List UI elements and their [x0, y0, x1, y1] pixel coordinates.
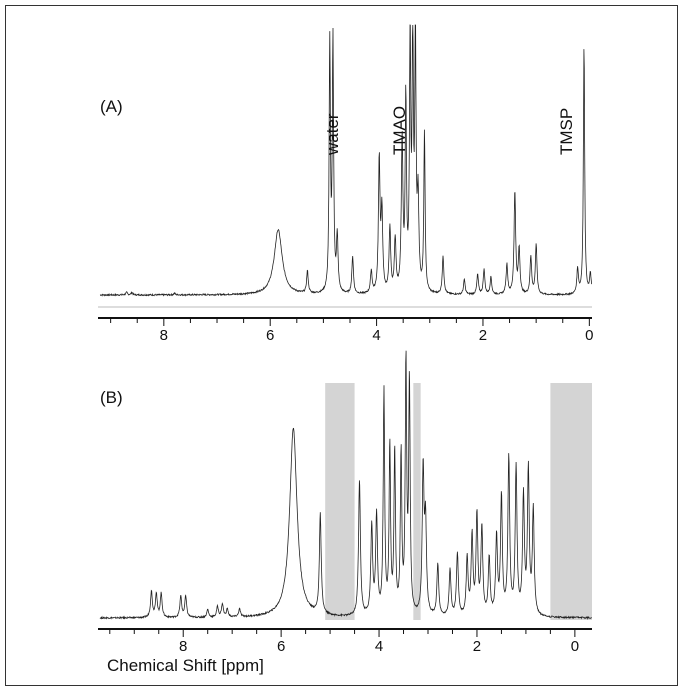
x-tick-label: 4 [375, 638, 383, 655]
peak-label-tmao: TMAO [390, 106, 409, 155]
panel-b-spectrum: 8 6 4 2 0 (B) Chemical Shift [ppm] [98, 350, 592, 675]
panel-a-spectrum: 8 6 4 2 0 (A) water TMAO TMSP [98, 24, 594, 344]
peak-label-tmsp: TMSP [557, 108, 576, 155]
x-tick-label: 2 [473, 638, 481, 655]
x-tick-label: 6 [277, 638, 285, 655]
peak-label-water: water [323, 113, 342, 156]
excluded-region-2 [413, 383, 421, 620]
spectrum-line [99, 24, 592, 297]
x-tick-label: 4 [372, 327, 380, 344]
spectrum-line [99, 350, 592, 620]
x-axis-title: Chemical Shift [ppm] [107, 656, 264, 675]
x-tick-label: 8 [179, 638, 187, 655]
x-tick-label: 0 [571, 638, 579, 655]
panel-label: (A) [100, 97, 123, 116]
panel-label: (B) [100, 388, 123, 407]
excluded-region-3 [550, 383, 592, 620]
x-tick-label: 6 [266, 327, 274, 344]
x-tick-label: 0 [585, 327, 593, 344]
x-tick-label: 8 [160, 327, 168, 344]
excluded-region-1 [325, 383, 355, 620]
x-tick-label: 2 [479, 327, 487, 344]
